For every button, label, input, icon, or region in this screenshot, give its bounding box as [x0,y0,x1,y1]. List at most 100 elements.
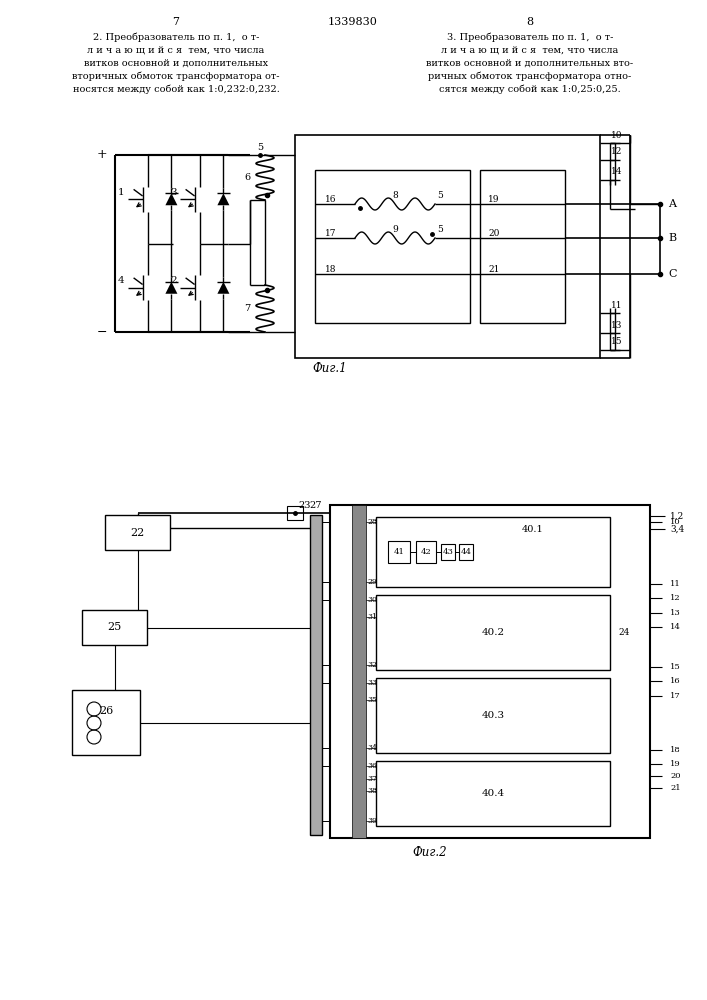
Polygon shape [217,282,229,294]
Polygon shape [217,193,229,205]
Text: 27: 27 [310,500,322,510]
Text: 21: 21 [488,264,499,273]
Text: 18: 18 [670,746,681,754]
Text: 16: 16 [670,677,681,685]
Text: 14: 14 [612,167,623,176]
Text: 17: 17 [325,229,337,237]
Text: 37: 37 [367,775,377,783]
Text: 34: 34 [367,744,377,752]
Text: 6: 6 [244,173,250,182]
Text: 3. Преобразователь по п. 1,  о т-: 3. Преобразователь по п. 1, о т- [447,32,613,42]
Text: 20: 20 [670,772,681,780]
Text: витков основной и дополнительных вто-: витков основной и дополнительных вто- [426,58,633,68]
Text: 40.4: 40.4 [481,789,505,798]
Bar [376,761,610,826]
Polygon shape [165,193,177,205]
Bar [459,544,473,560]
Text: 25: 25 [107,622,122,633]
Text: 29: 29 [367,578,377,586]
Bar [330,505,650,838]
Text: 40.1: 40.1 [522,524,544,534]
Text: +: + [96,148,107,161]
Text: 12: 12 [612,147,623,156]
Bar [416,541,436,563]
Text: 5: 5 [437,192,443,200]
Bar [105,515,170,550]
Text: 23: 23 [299,500,311,510]
Text: 10: 10 [612,130,623,139]
Text: 15: 15 [670,663,681,671]
Text: 19: 19 [670,760,681,768]
Text: носятся между собой как 1:0,232:0,232.: носятся между собой как 1:0,232:0,232. [73,84,279,94]
Text: 32: 32 [367,661,377,669]
Text: 1,2: 1,2 [670,512,684,520]
Text: 42: 42 [421,548,431,556]
Bar [441,544,455,560]
Bar [315,170,470,323]
Text: 36: 36 [367,762,377,770]
Text: л и ч а ю щ и й с я  тем, что числа: л и ч а ю щ и й с я тем, что числа [441,45,619,54]
Text: 10: 10 [670,518,681,526]
Bar [388,541,410,563]
Text: 5: 5 [257,142,263,151]
Bar [376,595,610,670]
Text: 8: 8 [527,17,534,27]
Text: −: − [96,326,107,338]
Text: 17: 17 [670,692,681,700]
Bar [376,517,610,587]
Text: 24: 24 [618,628,629,637]
Text: 28: 28 [367,518,377,526]
Text: 31: 31 [367,613,377,621]
Text: ричных обмоток трансформатора отно-: ричных обмоток трансформатора отно- [428,71,631,81]
Bar [310,515,322,835]
Bar [376,678,610,753]
Text: B: B [668,233,676,243]
Bar [287,506,303,520]
Text: Фиг.2: Фиг.2 [413,846,448,858]
Text: 44: 44 [460,548,472,556]
Text: 2: 2 [170,276,177,285]
Text: 3: 3 [170,188,177,197]
Text: 35: 35 [367,696,377,704]
Text: 11: 11 [670,580,681,588]
Text: 22: 22 [130,528,145,538]
Text: 7: 7 [244,304,250,313]
Text: 1339830: 1339830 [328,17,378,27]
Text: 18: 18 [325,264,337,273]
Text: 41: 41 [394,548,404,556]
Text: 4: 4 [118,276,124,285]
Text: сятся между собой как 1:0,25:0,25.: сятся между собой как 1:0,25:0,25. [439,84,621,94]
Text: 13: 13 [670,609,681,617]
Text: 21: 21 [670,784,681,792]
Text: 9: 9 [392,225,398,233]
Text: 15: 15 [611,338,623,347]
Text: вторичных обмоток трансформатора от-: вторичных обмоток трансформатора от- [72,71,280,81]
Text: 5: 5 [437,226,443,234]
Text: 16: 16 [325,194,337,204]
Text: 13: 13 [612,320,623,330]
Text: 3,4: 3,4 [670,524,684,534]
Text: л и ч а ю щ и й с я  тем, что числа: л и ч а ю щ и й с я тем, что числа [88,45,264,54]
Bar [480,170,565,323]
Text: 26: 26 [99,706,113,716]
Bar [72,690,140,755]
Bar [82,610,147,645]
Text: 20: 20 [488,229,499,237]
Text: 12: 12 [670,594,681,602]
Polygon shape [165,282,177,294]
Text: 7: 7 [173,17,180,27]
Text: 8: 8 [392,190,398,200]
Text: 19: 19 [488,194,500,204]
Text: 40.2: 40.2 [481,628,505,637]
Text: C: C [668,269,677,279]
Text: 39: 39 [367,817,377,825]
Text: A: A [668,199,676,209]
Text: витков основной и дополнительных: витков основной и дополнительных [84,58,268,68]
Text: 38: 38 [367,787,377,795]
Text: 11: 11 [612,300,623,310]
Text: 40.3: 40.3 [481,711,505,720]
Text: 43: 43 [443,548,453,556]
Text: Фиг.1: Фиг.1 [312,361,347,374]
Text: 2. Преобразователь по п. 1,  о т-: 2. Преобразователь по п. 1, о т- [93,32,259,42]
Text: 30: 30 [367,596,377,604]
